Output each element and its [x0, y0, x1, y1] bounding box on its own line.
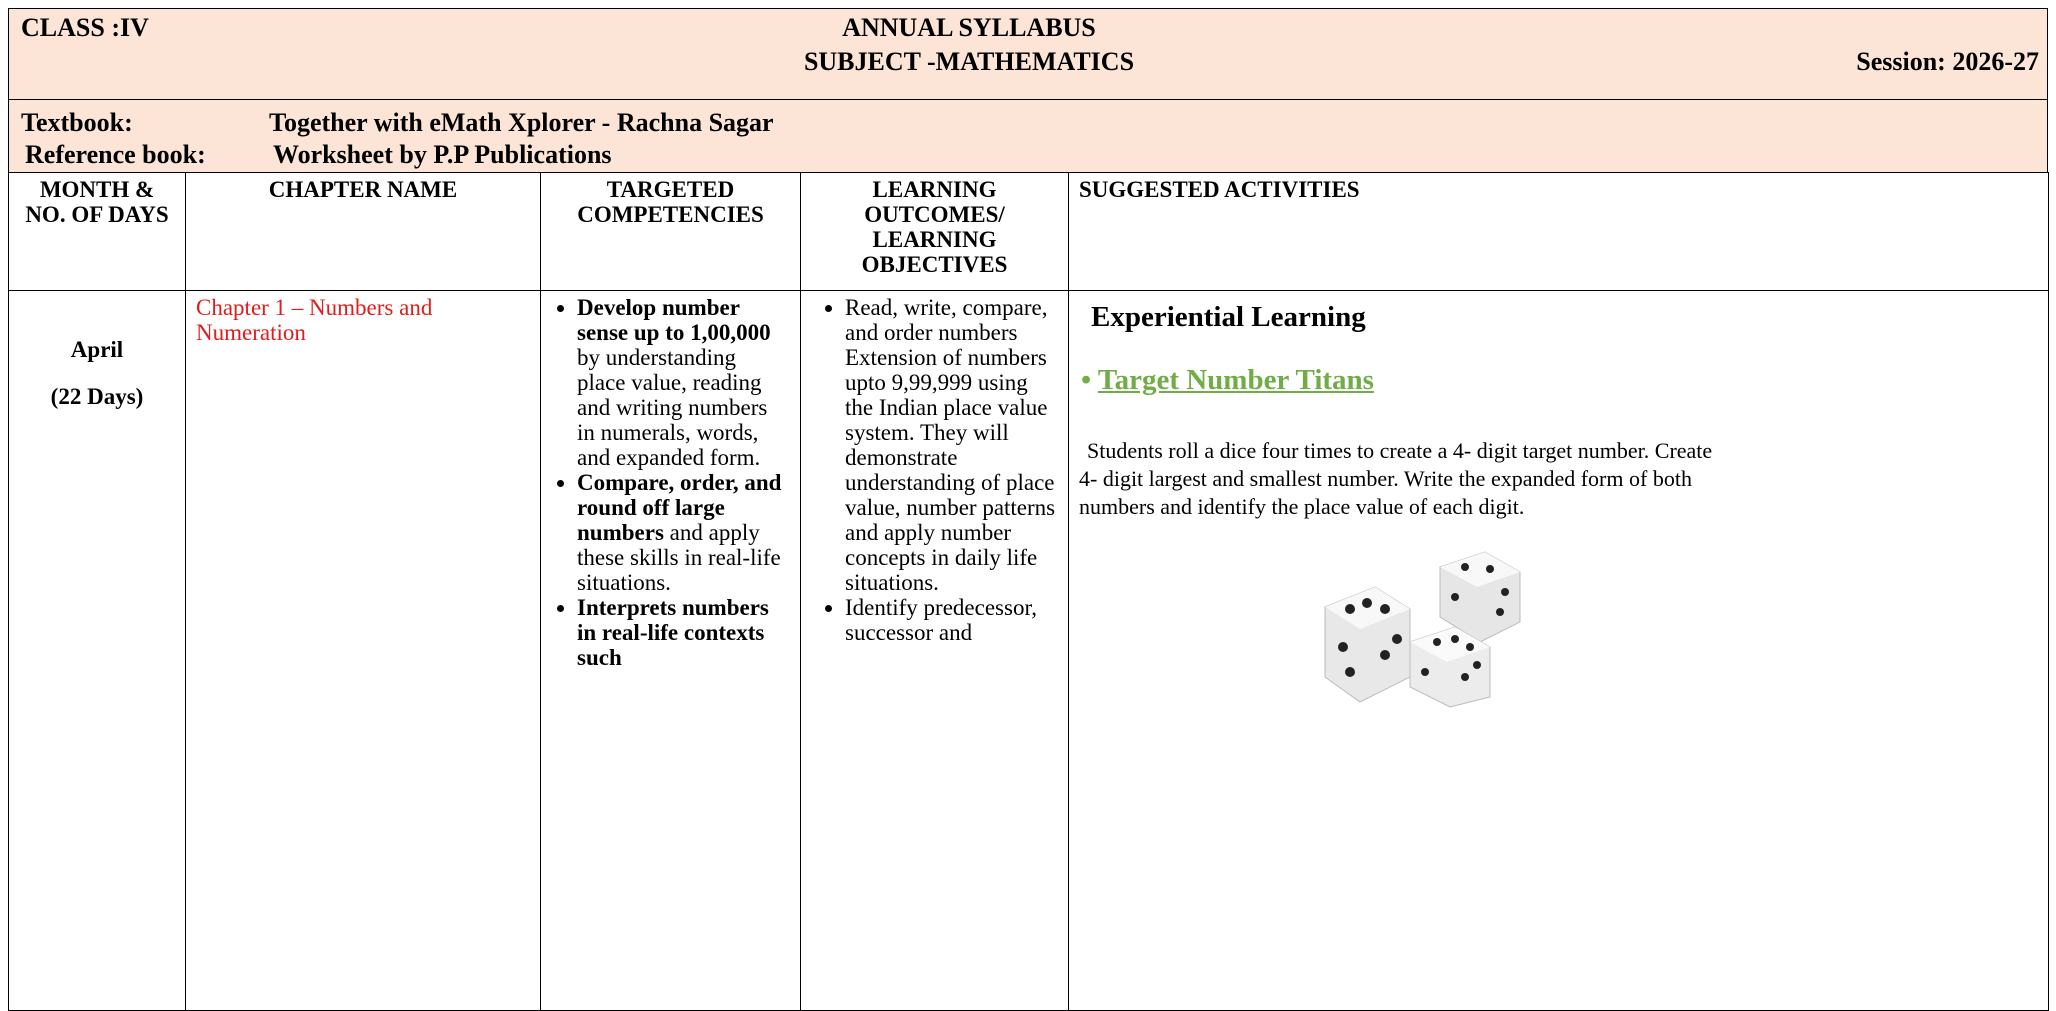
- books-band: Textbook: Together with eMath Xplorer - …: [8, 99, 2048, 173]
- competency-strong: Interprets numbers in real-life contexts…: [577, 595, 769, 670]
- dice-image: [1324, 551, 1521, 708]
- reference-label: Reference book:: [25, 140, 206, 169]
- month: April: [70, 337, 124, 362]
- title: ANNUAL SYLLABUS: [842, 13, 1096, 42]
- outcome: Identify predecessor, successor and: [845, 595, 1058, 645]
- activity-description: Students roll a dice four times to creat…: [1079, 438, 1713, 519]
- competency: Interprets numbers in real-life contexts…: [577, 595, 790, 670]
- competency-strong: Develop number sense up to 1,00,000: [577, 295, 771, 345]
- die: [1409, 626, 1491, 708]
- textbook-label: Textbook:: [21, 108, 133, 137]
- competency-text: and apply these skills in real-life situ…: [577, 520, 781, 595]
- activities-cell: Experiential Learning • Target Number Ti…: [1068, 290, 2049, 1011]
- die: [1324, 586, 1411, 703]
- die: [1439, 551, 1521, 643]
- activity-name: Target Number Titans: [1097, 364, 1374, 396]
- column-header: TARGETED COMPETENCIES: [540, 172, 801, 291]
- syllabus-table: MONTH & NO. OF DAYS CHAPTER NAME TARGETE…: [8, 172, 2049, 1011]
- outcomes: Read, write, compare, and order numbers …: [811, 295, 1058, 645]
- days: (22 Days): [50, 384, 144, 409]
- header-band: CLASS :IV ANNUAL SYLLABUS SUBJECT -MATHE…: [8, 8, 2048, 100]
- class: CLASS :IV: [21, 13, 149, 42]
- competency: Develop number sense up to 1,00,000 by u…: [577, 295, 790, 470]
- competencies: Develop number sense up to 1,00,000 by u…: [551, 295, 790, 670]
- subject: SUBJECT -MATHEMATICS: [803, 47, 1135, 76]
- row: April (22 Days) Chapter 1 – Numbers and …: [8, 290, 2049, 1011]
- session: Session: 2026-27: [1856, 47, 2039, 76]
- column-header: CHAPTER NAME: [185, 172, 541, 291]
- competency-strong: Compare, order, and round off large numb…: [577, 470, 782, 545]
- outcomes-cell: Read, write, compare, and order numbers …: [800, 290, 1069, 1011]
- competencies-cell: Develop number sense up to 1,00,000 by u…: [540, 290, 801, 1011]
- activities-heading: Experiential Learning: [1091, 301, 1366, 333]
- activity-title: • Target Number Titans: [1081, 364, 1374, 396]
- column-header: LEARNING OUTCOMES/ LEARNING OBJECTIVES: [800, 172, 1069, 291]
- month-cell: April (22 Days): [8, 290, 186, 1011]
- column-header: SUGGESTED ACTIVITIES: [1068, 172, 2049, 291]
- outcome: Read, write, compare, and order numbers …: [845, 295, 1058, 595]
- competency-text: by understanding place value, reading an…: [577, 345, 768, 470]
- textbook: Together with eMath Xplorer - Rachna Sag…: [269, 108, 774, 137]
- column-header: MONTH & NO. OF DAYS: [8, 172, 186, 291]
- competency: Compare, order, and round off large numb…: [577, 470, 790, 595]
- page: CLASS :IV ANNUAL SYLLABUS SUBJECT -MATHE…: [0, 0, 2056, 984]
- chapter: Chapter 1 – Numbers and Numeration: [185, 290, 541, 1011]
- reference: Worksheet by P.P Publications: [273, 140, 612, 169]
- header-row: MONTH & NO. OF DAYS CHAPTER NAME TARGETE…: [8, 172, 2049, 291]
